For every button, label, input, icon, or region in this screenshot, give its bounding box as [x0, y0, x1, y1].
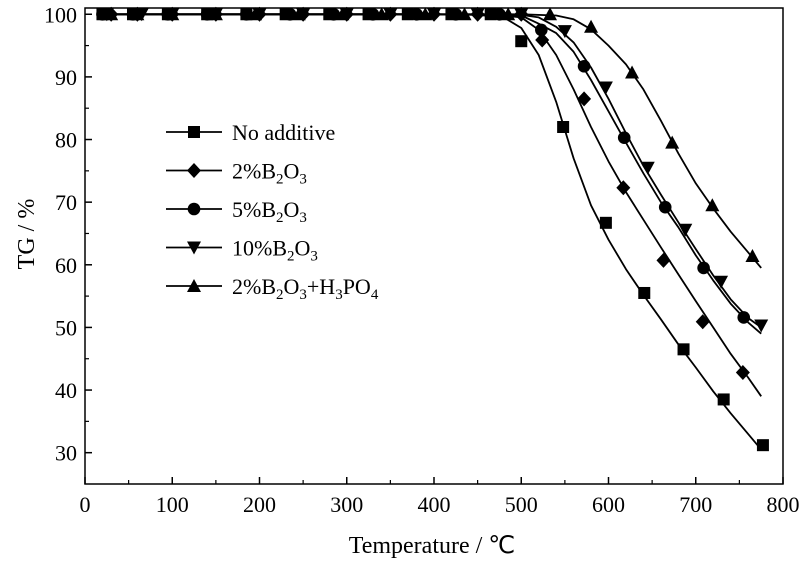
x-tick-label: 600	[592, 492, 625, 517]
data-point	[543, 7, 558, 21]
legend-marker	[187, 241, 201, 255]
data-point	[165, 7, 180, 21]
data-point	[599, 216, 612, 229]
legend-marker	[187, 163, 201, 178]
legend-item: 5%B2O3	[166, 197, 307, 226]
data-point	[208, 7, 223, 21]
y-tick-label: 50	[55, 315, 77, 340]
data-point	[457, 7, 472, 21]
x-tick-label: 100	[156, 492, 189, 517]
legend-item: 10%B2O3	[166, 236, 318, 265]
legend-item: 2%B2O3	[166, 159, 307, 188]
x-axis-title: Temperature / ℃	[349, 533, 516, 559]
data-point	[640, 161, 655, 175]
legend-marker	[187, 202, 201, 216]
y-tick-label: 60	[55, 253, 77, 278]
data-point	[678, 223, 693, 237]
y-tick-label: 100	[44, 2, 77, 27]
data-point	[745, 249, 760, 263]
legend-label: No additive	[232, 120, 335, 145]
legend-marker	[187, 279, 201, 292]
data-point	[638, 286, 651, 299]
series-line	[102, 13, 762, 269]
data-point	[557, 25, 572, 39]
data-point	[557, 121, 570, 133]
data-point	[756, 439, 769, 452]
legend-label: 5%B2O3	[232, 197, 307, 226]
x-tick-label: 300	[330, 492, 363, 517]
data-point	[577, 59, 591, 73]
x-tick-label: 500	[505, 492, 538, 517]
data-point	[705, 198, 720, 212]
data-point	[737, 311, 751, 324]
x-tick-label: 200	[243, 492, 276, 517]
data-point	[248, 7, 263, 21]
series-layer	[96, 6, 769, 452]
data-point	[665, 135, 680, 149]
data-point	[658, 200, 672, 214]
data-point	[677, 343, 690, 356]
series-5	[102, 7, 762, 269]
legend-label: 2%B2O3	[232, 159, 307, 188]
data-point	[291, 7, 306, 21]
series-line	[102, 13, 762, 451]
data-point	[515, 35, 528, 48]
legend-marker	[188, 126, 200, 138]
data-point	[598, 81, 613, 95]
data-point	[625, 65, 640, 79]
x-tick-label: 0	[80, 492, 91, 517]
data-point	[695, 314, 710, 330]
data-point	[577, 91, 592, 107]
legend-item: No additive	[166, 120, 335, 145]
data-point	[584, 19, 599, 33]
y-tick-label: 30	[55, 441, 77, 466]
data-point	[535, 23, 548, 37]
y-tick-label: 40	[55, 378, 77, 403]
series-1	[96, 8, 769, 452]
x-tick-label: 700	[679, 492, 712, 517]
data-point	[754, 319, 769, 333]
data-point	[717, 393, 730, 406]
data-point	[104, 7, 119, 21]
x-tick-label: 400	[418, 492, 451, 517]
data-point	[714, 275, 729, 289]
y-axis-title: TG / %	[14, 199, 40, 270]
data-point	[501, 7, 516, 21]
x-axis: 0 100 200 300 400 500 600 700 800	[80, 477, 800, 517]
y-tick-label: 70	[55, 190, 77, 215]
legend-item: 2%B2O3+H3PO4	[166, 274, 379, 303]
series-2	[102, 6, 762, 397]
data-point	[735, 365, 750, 381]
legend-label: 2%B2O3+H3PO4	[232, 274, 379, 303]
legend-label: 10%B2O3	[232, 236, 318, 265]
data-point	[374, 7, 389, 21]
data-point	[418, 7, 433, 21]
data-point	[616, 180, 631, 196]
data-point	[130, 7, 145, 21]
data-point	[656, 252, 671, 268]
y-axis: 30 40 50 60 70 80 90 100	[44, 2, 92, 466]
data-point	[335, 7, 350, 21]
y-tick-label: 90	[55, 65, 77, 90]
series-3	[96, 7, 762, 335]
legend: No additive 2%B2O3 5%B2O3 10%B2O3 2%B2O3+H3P…	[166, 120, 379, 303]
data-point	[535, 32, 550, 48]
y-tick-label: 80	[55, 128, 77, 153]
x-tick-label: 800	[767, 492, 800, 517]
